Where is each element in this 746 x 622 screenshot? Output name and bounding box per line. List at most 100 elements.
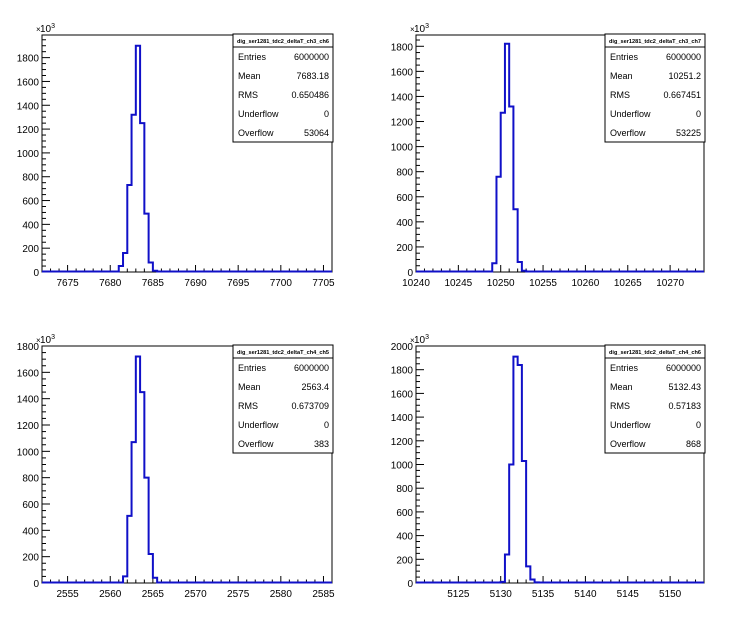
stats-value: 5132.43 <box>668 382 701 392</box>
y-tick-label: 400 <box>22 220 39 231</box>
y-tick-label: 800 <box>396 484 413 495</box>
x-tick-label: 7680 <box>99 278 122 289</box>
y-tick-label: 1600 <box>17 368 40 379</box>
y-tick-label: 1600 <box>391 67 414 78</box>
stats-label: Overflow <box>238 439 274 449</box>
y-tick-label: 600 <box>396 508 413 519</box>
stats-value: 53225 <box>676 128 701 138</box>
x-tick-label: 10270 <box>656 278 684 289</box>
y-tick-label: 1600 <box>17 77 40 88</box>
stats-label: Mean <box>610 71 633 81</box>
histogram-title: dig_ser1281_tdc2_deltaT_ch4_ch5 <box>237 350 329 356</box>
stats-label: Underflow <box>610 109 651 119</box>
stats-value: 7683.18 <box>296 71 329 81</box>
y-tick-label: 1800 <box>391 42 414 53</box>
x-tick-label: 5130 <box>490 589 513 600</box>
stats-label: RMS <box>238 90 258 100</box>
stats-box: dig_ser1281_tdc2_deltaT_ch4_ch5 Entries 60… <box>232 344 334 454</box>
stats-value: 2563.4 <box>301 382 329 392</box>
y-tick-label: 0 <box>33 268 39 279</box>
y-tick-label: 1200 <box>17 421 40 432</box>
histogram-line <box>416 42 704 273</box>
x-tick-label: 7695 <box>227 278 250 289</box>
x-tick-label: 5125 <box>447 589 470 600</box>
y-tick-label: 1800 <box>17 342 40 353</box>
stats-value: 6000000 <box>666 363 701 373</box>
times-sign: × <box>410 25 415 34</box>
x-tick-label: 2565 <box>142 589 165 600</box>
times-sign: × <box>410 336 415 345</box>
y-tick-label: 1200 <box>391 118 414 129</box>
y-tick-label: 1800 <box>391 366 414 377</box>
times-sign: × <box>36 25 41 34</box>
stats-table <box>232 46 334 143</box>
stats-label: Mean <box>238 71 261 81</box>
y-tick-label: 1000 <box>17 149 40 160</box>
histogram-line <box>42 355 332 584</box>
stats-value: 10251.2 <box>668 71 701 81</box>
stats-label: Underflow <box>610 420 651 430</box>
stats-box: dig_ser1281_tdc2_deltaT_ch4_ch6 Entries 60… <box>604 344 706 454</box>
y-tick-label: 800 <box>22 173 39 184</box>
stats-label: Mean <box>610 382 633 392</box>
y-tick-label: 1400 <box>17 101 40 112</box>
x-tick-label: 7675 <box>56 278 79 289</box>
y-exponent-label: 103 <box>40 23 55 35</box>
stats-table <box>232 357 334 454</box>
stats-label: Underflow <box>238 109 279 119</box>
times-sign: × <box>36 336 41 345</box>
y-tick-label: 200 <box>22 244 39 255</box>
y-exponent-label: 103 <box>414 23 429 35</box>
stats-value: 6000000 <box>666 52 701 62</box>
y-tick-label: 600 <box>22 500 39 511</box>
stats-label: RMS <box>610 401 630 411</box>
stats-value: 6000000 <box>294 363 329 373</box>
histogram-title: dig_ser1281_tdc2_deltaT_ch4_ch6 <box>609 350 701 356</box>
x-tick-label: 2560 <box>99 589 122 600</box>
x-tick-label: 10255 <box>529 278 557 289</box>
y-exponent-superscript: 3 <box>51 23 55 30</box>
y-tick-label: 800 <box>396 168 413 179</box>
x-tick-label: 2575 <box>227 589 250 600</box>
stats-value: 0.57183 <box>668 401 701 411</box>
y-tick-label: 1000 <box>391 143 414 154</box>
y-tick-label: 400 <box>22 526 39 537</box>
stats-label: RMS <box>238 401 258 411</box>
stats-value: 0 <box>324 420 329 430</box>
y-exponent-superscript: 3 <box>425 23 429 30</box>
x-tick-label: 5150 <box>659 589 682 600</box>
y-tick-label: 1400 <box>17 395 40 406</box>
x-tick-label: 2580 <box>270 589 293 600</box>
stats-value: 0 <box>324 109 329 119</box>
stats-label: Entries <box>238 52 267 62</box>
stats-table <box>604 46 706 143</box>
x-tick-label: 5140 <box>574 589 597 600</box>
x-tick-label: 10250 <box>487 278 515 289</box>
stats-value: 0.650486 <box>291 90 329 100</box>
y-tick-label: 200 <box>396 555 413 566</box>
histogram-panel-3: 2555 2560 2565 2570 2575 2580 2585 0 200 400 600 80… <box>17 334 335 600</box>
y-tick-label: 1200 <box>17 125 40 136</box>
y-tick-label: 200 <box>396 243 413 254</box>
x-tick-label: 10260 <box>572 278 600 289</box>
y-tick-label: 1000 <box>17 447 40 458</box>
histogram-title: dig_ser1281_tdc2_deltaT_ch3_ch7 <box>609 39 701 45</box>
y-tick-label: 800 <box>22 474 39 485</box>
histogram-line <box>42 44 332 273</box>
stats-label: Entries <box>610 363 639 373</box>
stats-label: Entries <box>610 52 639 62</box>
stats-value: 0.667451 <box>663 90 701 100</box>
x-tick-label: 5145 <box>617 589 640 600</box>
x-tick-label: 7700 <box>270 278 293 289</box>
stats-value: 0.673709 <box>291 401 329 411</box>
stats-label: Underflow <box>238 420 279 430</box>
y-tick-label: 0 <box>33 579 39 590</box>
y-tick-label: 1200 <box>391 437 414 448</box>
stats-value: 383 <box>314 439 329 449</box>
y-tick-label: 1800 <box>17 54 40 65</box>
y-tick-label: 1400 <box>391 413 414 424</box>
y-tick-label: 200 <box>22 553 39 564</box>
stats-label: Overflow <box>610 439 646 449</box>
x-tick-label: 10240 <box>402 278 430 289</box>
